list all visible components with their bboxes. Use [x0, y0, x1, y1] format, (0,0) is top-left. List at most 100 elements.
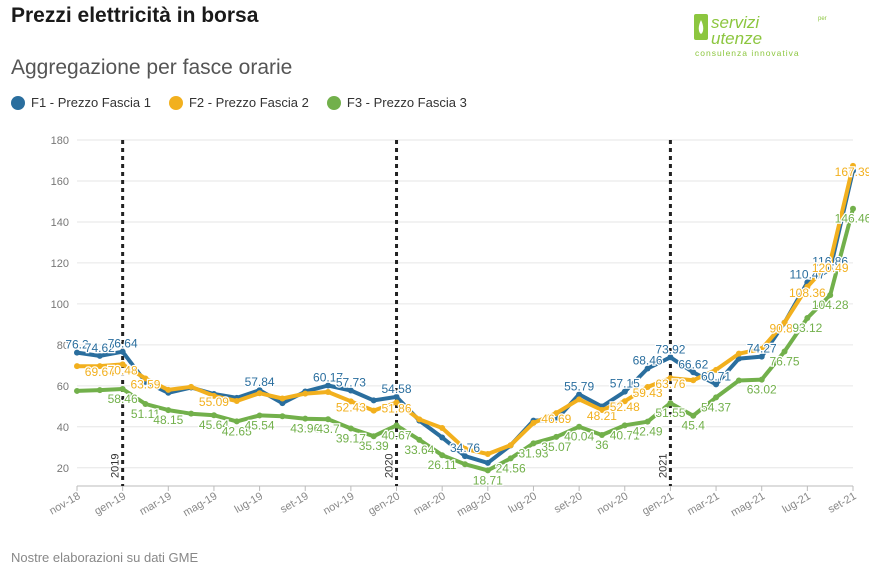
x-tick-label: set-21	[826, 490, 858, 516]
data-label-f3: 45.4	[682, 419, 706, 433]
data-point-f1	[347, 387, 354, 394]
x-tick-label: nov-20	[595, 490, 630, 517]
data-point-f3	[804, 314, 811, 321]
logo-text-per: per	[818, 16, 827, 22]
data-label-f3: 26.11	[428, 458, 457, 472]
data-label-f2: 167.39	[835, 165, 869, 179]
data-point-f1	[393, 393, 400, 400]
data-point-f3	[74, 387, 80, 394]
data-label-f3: 36	[595, 438, 609, 452]
data-label-f2: 63.59	[130, 377, 160, 391]
data-point-f2	[553, 410, 560, 417]
data-label-f1: 76.2	[65, 338, 89, 352]
data-point-f3	[781, 348, 788, 355]
data-point-f2	[347, 398, 354, 405]
data-point-f3	[850, 205, 856, 212]
data-point-f3	[119, 385, 126, 392]
data-point-f3	[233, 418, 240, 425]
data-point-f1	[74, 349, 80, 356]
data-point-f1	[690, 369, 697, 376]
data-label-f1: 57.15	[610, 377, 640, 391]
data-label-f1: 34.76	[450, 441, 480, 455]
legend-item-f2[interactable]: F2 - Prezzo Fascia 2	[168, 95, 309, 110]
data-point-f3	[667, 400, 674, 407]
logo-tagline: consulenza innovativa	[695, 48, 800, 58]
data-label-f3: 54.37	[701, 400, 731, 414]
data-point-f3	[325, 416, 332, 423]
data-point-f3	[484, 467, 491, 474]
legend-item-f1[interactable]: F1 - Prezzo Fascia 1	[11, 95, 151, 110]
series-line-f3	[75, 206, 855, 473]
y-tick-label: 20	[57, 463, 69, 475]
logo-text-line1: servizi	[711, 13, 760, 32]
data-point-f2	[393, 399, 400, 406]
data-label-f1: 110.47	[789, 267, 825, 281]
data-point-f3	[347, 425, 354, 432]
data-point-f2	[279, 395, 286, 402]
data-point-f2	[850, 162, 856, 169]
series-line-f2	[75, 163, 855, 456]
data-label-f3: 33.64	[404, 443, 434, 457]
data-label-f3: 35.39	[359, 439, 389, 453]
x-tick-label: mag-21	[729, 490, 767, 519]
data-point-f3	[713, 394, 720, 401]
data-point-f2	[325, 388, 332, 395]
data-label-f3: 45.54	[245, 418, 275, 432]
data-point-f1	[713, 381, 720, 388]
data-label-f3: 39.17	[336, 431, 366, 445]
data-point-f1	[621, 388, 628, 395]
x-tick-label: nov-19	[321, 490, 356, 517]
year-marker-label: 2021	[657, 454, 669, 478]
data-point-f1	[96, 352, 103, 359]
data-label-f3: 51.11	[131, 407, 160, 421]
x-tick-label: lug-19	[233, 490, 265, 516]
data-point-f3	[188, 410, 195, 417]
data-label-f3: 63.02	[747, 383, 777, 397]
year-marker-label: 2019	[110, 454, 122, 478]
data-point-f1	[667, 354, 674, 361]
data-label-f3: 104.28	[812, 298, 849, 312]
legend-item-f3[interactable]: F3 - Prezzo Fascia 3	[326, 95, 467, 110]
data-point-f3	[507, 455, 514, 462]
data-label-f2: 108.36	[789, 286, 826, 300]
data-label-f2: 90.86	[770, 322, 800, 336]
data-point-f2	[439, 425, 446, 432]
data-point-f2	[576, 396, 583, 403]
data-point-f2	[804, 283, 811, 290]
x-tick-label: mar-21	[685, 490, 721, 518]
data-point-f2	[142, 375, 149, 382]
data-label-f2: 55.09	[199, 395, 229, 409]
x-tick-label: set-19	[278, 490, 310, 516]
logo-text-line2: utenze	[711, 29, 762, 48]
series-line-f1	[75, 168, 855, 465]
data-point-f2	[233, 397, 240, 404]
y-tick-label: 100	[51, 299, 69, 311]
data-point-f2	[188, 383, 195, 390]
data-label-f3: 18.71	[473, 473, 503, 487]
data-label-f1: 54.58	[382, 382, 412, 396]
data-label-f3: 43.7	[316, 422, 340, 436]
x-tick-label: gen-19	[92, 490, 128, 518]
data-point-f3	[827, 292, 834, 299]
data-point-f2	[690, 377, 697, 384]
data-label-f2: 46.69	[541, 412, 571, 426]
data-point-f3	[96, 387, 103, 394]
y-tick-label: 80	[57, 340, 69, 352]
logo-drop-icon	[698, 20, 704, 34]
data-point-f2	[484, 451, 491, 458]
data-point-f3	[279, 413, 286, 420]
data-point-f3	[416, 436, 423, 443]
data-label-f1: 57.73	[336, 375, 366, 389]
data-label-f2: 52.48	[610, 400, 640, 414]
data-point-f3	[256, 412, 263, 419]
y-tick-label: 160	[51, 176, 69, 188]
data-point-f2	[370, 407, 377, 414]
x-tick-label: nov-18	[47, 490, 82, 517]
data-point-f2	[667, 375, 674, 382]
x-tick-label: lug-21	[780, 490, 812, 516]
data-label-f1: 60.17	[313, 370, 343, 384]
data-label-f3: 40.67	[382, 428, 412, 442]
legend-swatch-icon	[326, 95, 341, 110]
chart-title: Prezzi elettricità in borsa	[11, 4, 259, 27]
